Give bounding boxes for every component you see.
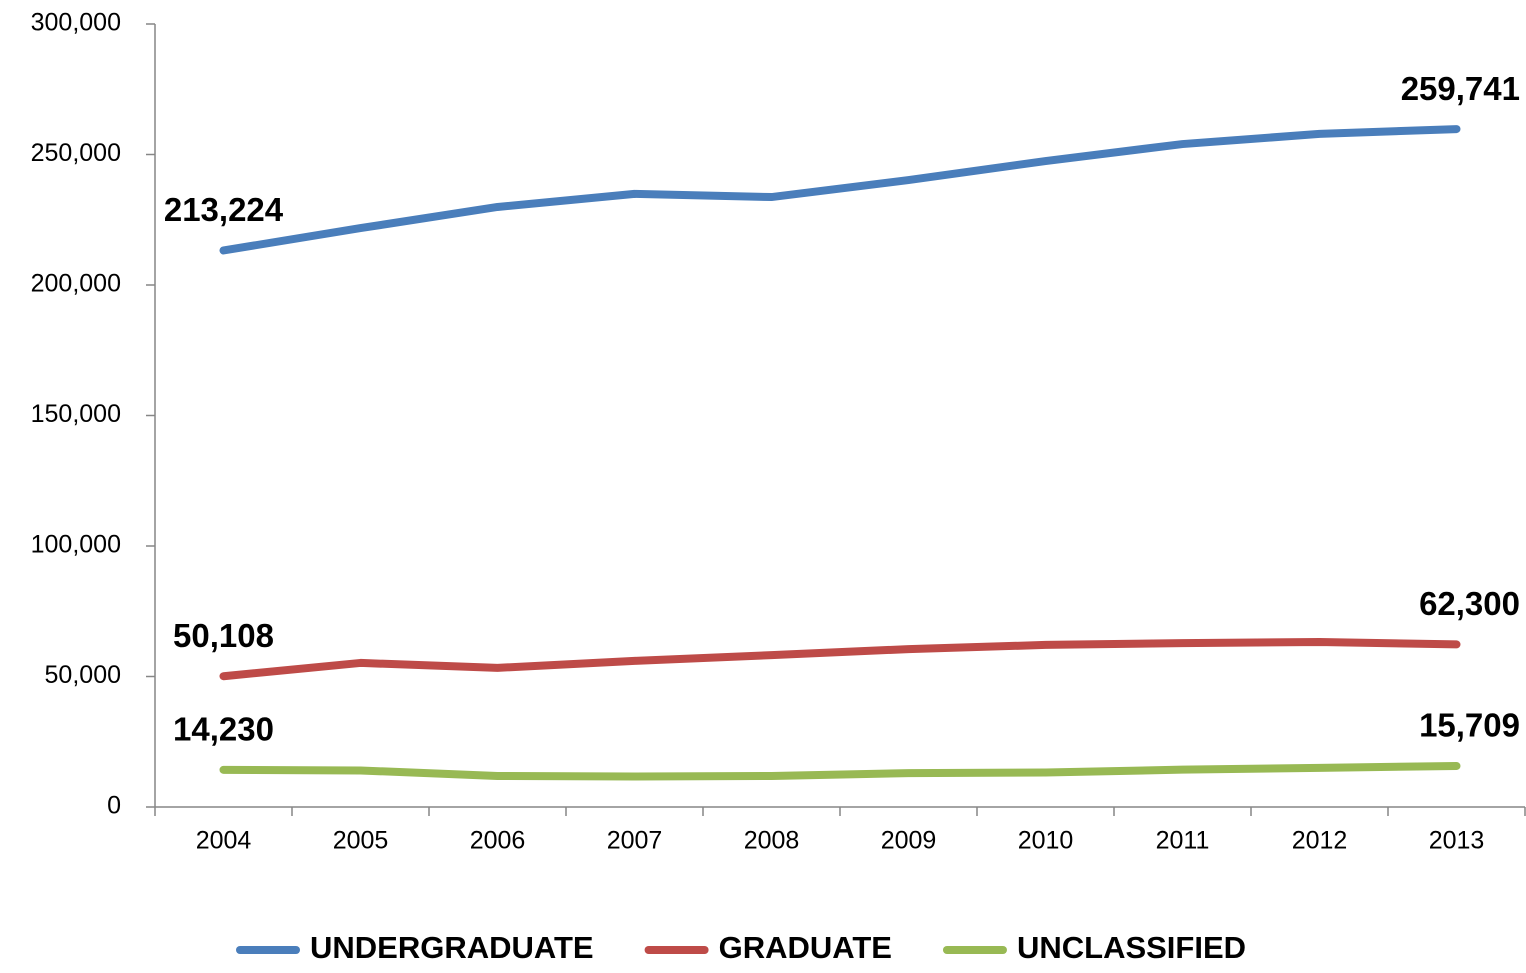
series-line <box>219 638 1461 681</box>
y-tick-label: 100,000 <box>31 531 121 559</box>
y-tick-label: 200,000 <box>31 270 121 298</box>
legend-label: UNDERGRADUATE <box>310 930 594 965</box>
series-line <box>219 125 1461 255</box>
x-tick-label: 2006 <box>470 827 526 855</box>
x-tick-label: 2011 <box>1156 827 1210 855</box>
y-tick-label: 0 <box>107 792 121 820</box>
legend-label: UNCLASSIFIED <box>1017 930 1246 965</box>
y-tick-label: 250,000 <box>31 139 121 167</box>
x-tick-label: 2008 <box>744 827 800 855</box>
data-label: 14,230 <box>173 711 274 748</box>
x-tick-label: 2005 <box>333 827 389 855</box>
x-tick-label: 2012 <box>1292 827 1348 855</box>
x-tick-label: 2007 <box>607 827 663 855</box>
y-tick-label: 50,000 <box>45 661 121 689</box>
x-tick-label: 2009 <box>881 827 937 855</box>
legend-label: GRADUATE <box>719 930 892 965</box>
series-line <box>219 761 1461 781</box>
x-tick-label: 2013 <box>1429 827 1485 855</box>
y-tick-label: 300,000 <box>31 9 121 37</box>
x-tick-label: 2010 <box>1018 827 1074 855</box>
y-tick-label: 150,000 <box>31 400 121 428</box>
x-tick-label: 2004 <box>196 827 252 855</box>
data-label: 213,224 <box>164 191 284 228</box>
data-label: 259,741 <box>1401 70 1520 107</box>
data-label: 15,709 <box>1419 707 1520 744</box>
data-label: 62,300 <box>1419 585 1520 622</box>
data-label: 50,108 <box>173 617 274 654</box>
